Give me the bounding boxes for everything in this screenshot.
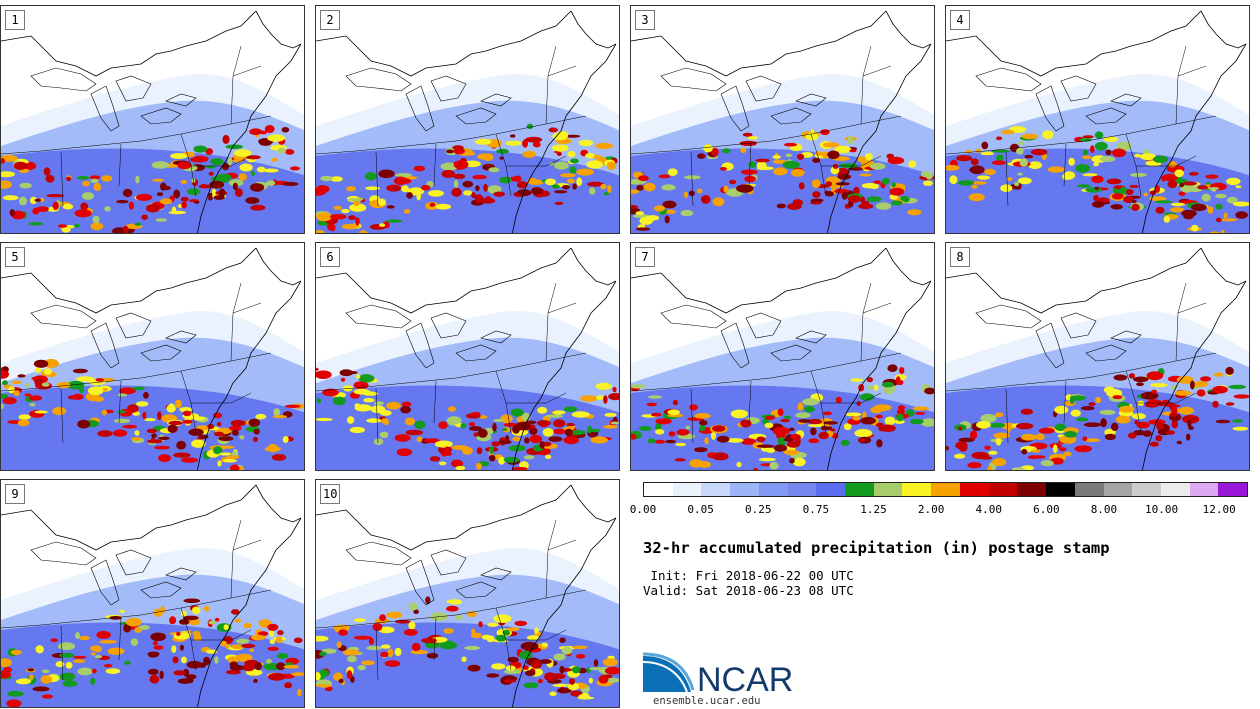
ncar-url: ensemble.ucar.edu bbox=[653, 695, 761, 707]
precipitation-map bbox=[316, 484, 619, 707]
colorbar-swatch bbox=[873, 483, 903, 496]
colorbar-tick-label: 6.00 bbox=[1033, 503, 1060, 516]
colorbar-tick-label: 12.00 bbox=[1202, 503, 1236, 516]
colorbar-tick-label: 8.00 bbox=[1090, 503, 1118, 516]
ensemble-member-panel: 7 bbox=[630, 242, 935, 471]
colorbar-swatch bbox=[730, 483, 759, 496]
colorbar-swatch bbox=[988, 483, 1018, 496]
panel-number: 1 bbox=[5, 10, 25, 30]
panel-number: 3 bbox=[635, 10, 655, 30]
colorbar-swatch bbox=[845, 483, 874, 496]
precipitation-map bbox=[316, 247, 619, 470]
ensemble-member-panel: 2 bbox=[315, 5, 620, 234]
colorbar-swatch bbox=[816, 483, 846, 496]
precipitation-map bbox=[1, 484, 304, 707]
colorbar-tick-label: 2.00 bbox=[917, 503, 945, 516]
panel-number: 10 bbox=[320, 484, 341, 504]
panel-number: 9 bbox=[5, 484, 25, 504]
panel-number: 6 bbox=[320, 247, 340, 267]
ensemble-member-panel: 8 bbox=[945, 242, 1250, 471]
colorbar-swatch bbox=[1046, 483, 1075, 496]
precipitation-map bbox=[946, 10, 1249, 233]
colorbar-swatch bbox=[959, 483, 989, 496]
colorbar-tick-labels: 0.00 0.05 0.25 0.75 1.25 2.00 4.00 6.00 8.00 10.0… bbox=[630, 503, 1248, 517]
precipitation-map bbox=[1, 247, 304, 470]
precipitation-map bbox=[1, 10, 304, 233]
colorbar-swatch bbox=[1132, 483, 1161, 496]
plot-title: 32-hr accumulated precipitation (in) pos… bbox=[643, 539, 1110, 557]
colorbar-swatch bbox=[1074, 483, 1104, 496]
colorbar-tick-label: 0.75 bbox=[802, 503, 830, 516]
panel-number: 2 bbox=[320, 10, 340, 30]
colorbar-swatch bbox=[644, 483, 673, 496]
colorbar-swatch bbox=[1103, 483, 1133, 496]
ensemble-member-panel: 5 bbox=[0, 242, 305, 471]
colorbar-swatch bbox=[902, 483, 932, 496]
panel-number: 4 bbox=[950, 10, 970, 30]
colorbar-swatch bbox=[701, 483, 731, 496]
ensemble-member-panel: 9 bbox=[0, 479, 305, 708]
colorbar-tick-label: 0.00 bbox=[629, 503, 657, 516]
colorbar-tick-label: 0.05 bbox=[687, 503, 714, 516]
colorbar-swatch bbox=[1017, 483, 1047, 496]
precipitation-map bbox=[631, 247, 934, 470]
colorbar-tick-label: 4.00 bbox=[975, 503, 1002, 516]
ensemble-member-panel: 3 bbox=[630, 5, 935, 234]
ensemble-member-panel: 1 bbox=[0, 5, 305, 234]
ensemble-member-panel: 6 bbox=[315, 242, 620, 471]
ncar-logo: NCAR bbox=[643, 652, 793, 694]
colorbar-tick-label: 0.25 bbox=[744, 503, 772, 516]
colorbar-swatch bbox=[672, 483, 702, 496]
ensemble-member-panel: 10 bbox=[315, 479, 620, 708]
ensemble-member-panel: 4 bbox=[945, 5, 1250, 234]
colorbar-swatch bbox=[1160, 483, 1190, 496]
colorbar-swatch bbox=[758, 483, 788, 496]
precipitation-map bbox=[946, 247, 1249, 470]
colorbar-tick-label: 1.25 bbox=[860, 503, 887, 516]
colorbar-swatch bbox=[1218, 483, 1248, 496]
panel-number: 5 bbox=[5, 247, 25, 267]
colorbar-swatch bbox=[1189, 483, 1219, 496]
precipitation-colorbar bbox=[643, 482, 1248, 497]
colorbar-tick-label: 10.00 bbox=[1145, 503, 1179, 516]
panel-number: 7 bbox=[635, 247, 655, 267]
colorbar-swatch bbox=[787, 483, 817, 496]
precipitation-map bbox=[316, 10, 619, 233]
panel-number: 8 bbox=[950, 247, 970, 267]
precipitation-map bbox=[631, 10, 934, 233]
ncar-logo-text: NCAR bbox=[697, 661, 793, 694]
init-time: Init: Fri 2018-06-22 00 UTC bbox=[643, 568, 854, 583]
colorbar-swatch bbox=[931, 483, 960, 496]
valid-time: Valid: Sat 2018-06-23 08 UTC bbox=[643, 583, 854, 598]
